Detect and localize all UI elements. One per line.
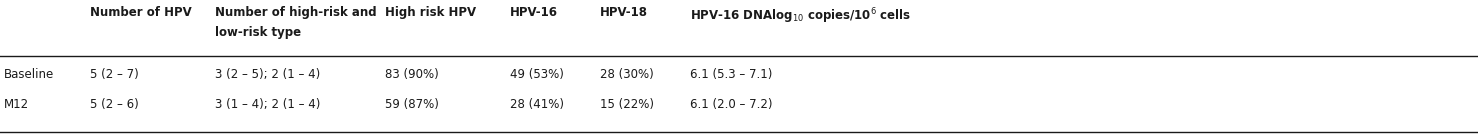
Text: 15 (22%): 15 (22%)	[600, 98, 653, 111]
Text: low-risk type: low-risk type	[214, 26, 302, 39]
Text: 28 (41%): 28 (41%)	[510, 98, 565, 111]
Text: Number of HPV: Number of HPV	[90, 6, 192, 19]
Text: HPV-16 DNAlog$_{10}$ copies/10$^{6}$ cells: HPV-16 DNAlog$_{10}$ copies/10$^{6}$ cel…	[690, 6, 912, 26]
Text: 6.1 (2.0 – 7.2): 6.1 (2.0 – 7.2)	[690, 98, 773, 111]
Text: 3 (1 – 4); 2 (1 – 4): 3 (1 – 4); 2 (1 – 4)	[214, 98, 321, 111]
Text: M12: M12	[4, 98, 30, 111]
Text: 6.1 (5.3 – 7.1): 6.1 (5.3 – 7.1)	[690, 68, 773, 81]
Text: HPV-18: HPV-18	[600, 6, 647, 19]
Text: 5 (2 – 7): 5 (2 – 7)	[90, 68, 139, 81]
Text: 49 (53%): 49 (53%)	[510, 68, 565, 81]
Text: 5 (2 – 6): 5 (2 – 6)	[90, 98, 139, 111]
Text: High risk HPV: High risk HPV	[384, 6, 476, 19]
Text: Baseline: Baseline	[4, 68, 55, 81]
Text: 28 (30%): 28 (30%)	[600, 68, 653, 81]
Text: 59 (87%): 59 (87%)	[384, 98, 439, 111]
Text: HPV-16: HPV-16	[510, 6, 559, 19]
Text: 3 (2 – 5); 2 (1 – 4): 3 (2 – 5); 2 (1 – 4)	[214, 68, 321, 81]
Text: 83 (90%): 83 (90%)	[384, 68, 439, 81]
Text: Number of high-risk and: Number of high-risk and	[214, 6, 377, 19]
